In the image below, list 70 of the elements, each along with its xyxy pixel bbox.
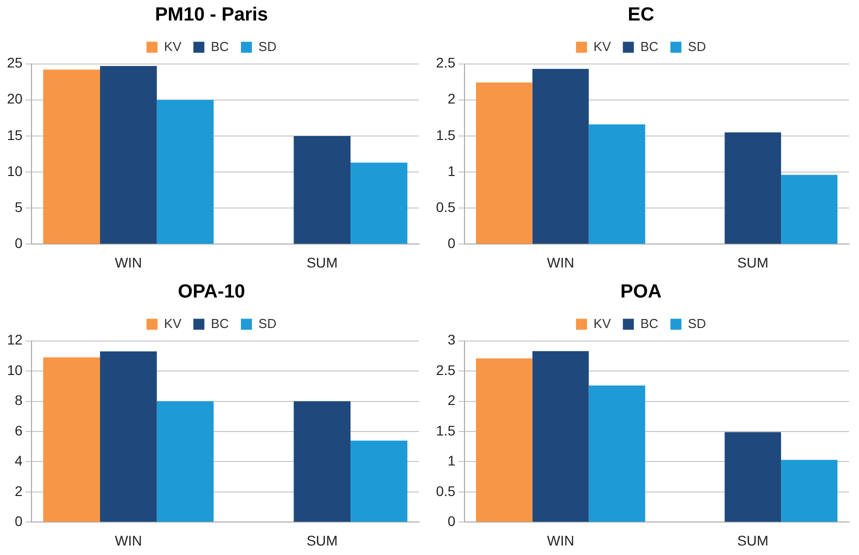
bar [350, 440, 408, 522]
y-tick-label: 20 [6, 90, 23, 107]
y-tick-label: 6 [14, 422, 23, 438]
bar [588, 386, 646, 522]
legend-label: SD [688, 316, 706, 331]
legend-label: BC [210, 316, 229, 331]
legend-label: KV [594, 316, 612, 331]
legend-label: KV [164, 38, 182, 54]
y-tick-label: 10 [6, 162, 23, 179]
y-tick-label: 2.5 [436, 362, 456, 378]
chart-title: EC [628, 4, 654, 26]
legend-label: SD [258, 316, 276, 331]
y-tick-label: 4 [14, 452, 23, 469]
bar [156, 401, 214, 522]
bar [476, 358, 532, 522]
x-tick-label: SUM [306, 532, 338, 548]
legend-label: KV [594, 38, 612, 54]
y-tick-label: 25 [6, 54, 23, 71]
bar [532, 68, 589, 244]
bar [476, 82, 532, 244]
bar [100, 351, 157, 522]
x-tick-label: WIN [114, 254, 142, 270]
x-tick-label: WIN [546, 532, 574, 548]
legend-label: SD [688, 38, 706, 54]
y-tick-label: 0 [448, 513, 456, 530]
bar [294, 136, 351, 244]
y-tick-label: 5 [14, 198, 23, 215]
y-tick-label: 2 [14, 482, 23, 499]
bar [100, 66, 157, 244]
y-tick-label: 15 [6, 126, 23, 143]
legend-label: KV [164, 316, 182, 331]
y-tick-label: 10 [6, 362, 23, 378]
bar [532, 351, 589, 522]
bar [724, 432, 782, 522]
bar [43, 357, 100, 522]
bar [156, 100, 214, 244]
bar [781, 460, 838, 522]
y-tick-label: 0 [448, 235, 456, 252]
chart-title: PM10 - Paris [155, 4, 268, 26]
y-tick-label: 1.5 [436, 126, 456, 143]
chart-title: OPA-10 [178, 282, 246, 303]
legend-label: SD [258, 38, 276, 54]
bar [43, 70, 100, 244]
y-tick-label: 3 [448, 332, 456, 348]
y-tick-label: 2.5 [436, 54, 456, 71]
y-tick-label: 8 [14, 392, 23, 408]
y-tick-label: 0.5 [436, 482, 456, 499]
legend-label: BC [210, 38, 229, 54]
y-tick-label: 1.5 [436, 422, 456, 438]
y-tick-label: 2 [448, 90, 456, 107]
legend-label: BC [640, 316, 658, 331]
y-tick-label: 1 [448, 452, 456, 469]
y-tick-label: 1 [448, 162, 456, 179]
bar [294, 401, 351, 522]
y-tick-label: 0.5 [436, 198, 456, 215]
x-tick-label: WIN [114, 532, 142, 548]
y-tick-label: 0 [14, 235, 23, 252]
bar [724, 132, 782, 244]
bar [781, 174, 838, 244]
bar [588, 124, 646, 244]
x-tick-label: SUM [306, 254, 338, 270]
x-tick-label: WIN [546, 254, 574, 270]
legend-label: BC [640, 38, 658, 54]
chart-title: POA [620, 282, 662, 303]
x-tick-label: SUM [737, 532, 768, 548]
x-tick-label: SUM [737, 254, 768, 270]
y-tick-label: 12 [6, 332, 23, 348]
y-tick-label: 0 [14, 513, 23, 530]
y-tick-label: 2 [448, 392, 456, 408]
bar [350, 162, 408, 244]
